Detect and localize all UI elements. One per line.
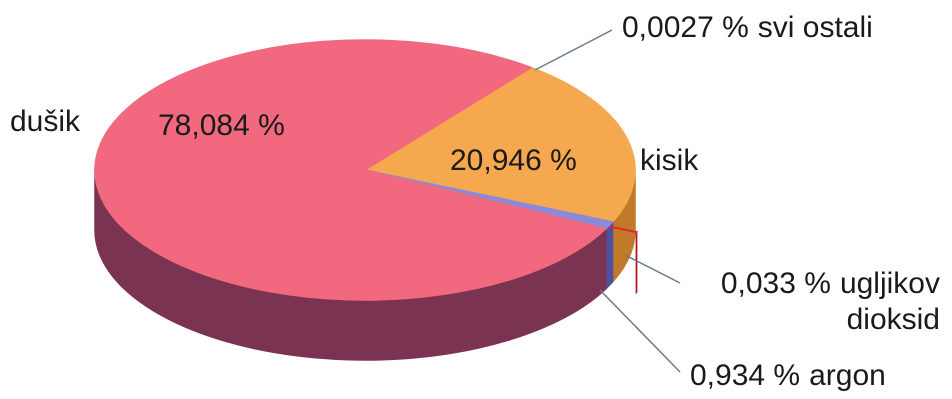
slice-side	[605, 219, 614, 291]
value-label: 0,934 %	[690, 359, 801, 392]
label: 0,0027 % svi ostali	[622, 10, 873, 46]
label: 0,033 % ugljikov dioksid	[690, 266, 940, 338]
category-label: svi ostali	[757, 11, 873, 44]
value-label: 0,0027 %	[622, 11, 749, 44]
category-label: ugljikov dioksid	[839, 267, 940, 336]
value-label: 78,084 %	[158, 109, 285, 142]
slice	[94, 39, 607, 301]
leader-line	[534, 29, 613, 71]
label: dušik	[10, 104, 80, 140]
label: 20,946 %	[450, 143, 577, 179]
category-label: kisik	[640, 144, 699, 177]
value-label: 0,033 %	[720, 267, 831, 300]
category-label: dušik	[10, 105, 81, 138]
value-label: 20,946 %	[450, 144, 577, 177]
label: kisik	[640, 143, 698, 179]
label: 0,934 % argon	[690, 358, 886, 394]
leader-line	[624, 254, 681, 284]
leader-line	[599, 289, 681, 373]
slice	[364, 66, 636, 223]
category-label: argon	[809, 359, 886, 392]
label: 78,084 %	[158, 108, 285, 144]
